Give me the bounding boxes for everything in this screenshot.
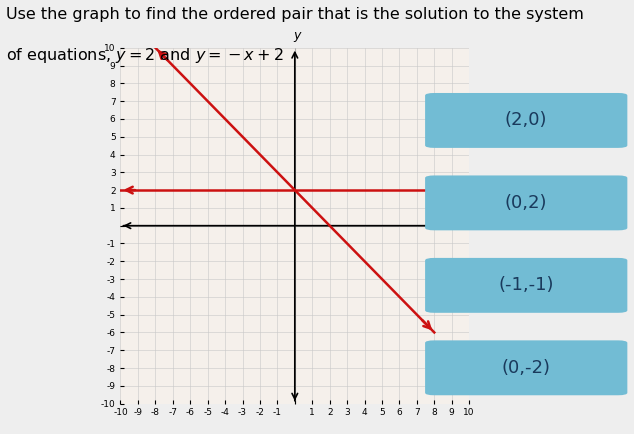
Text: y: y (294, 30, 301, 43)
FancyBboxPatch shape (425, 93, 628, 148)
Text: (2,0): (2,0) (505, 112, 548, 129)
Text: (0,-2): (0,-2) (501, 359, 551, 377)
Text: (-1,-1): (-1,-1) (498, 276, 554, 294)
Text: of equations, $y = 2$ and $y = -x+2$: of equations, $y = 2$ and $y = -x+2$ (6, 46, 284, 65)
Text: (0,2): (0,2) (505, 194, 548, 212)
Text: X: X (476, 220, 485, 233)
FancyBboxPatch shape (425, 258, 628, 313)
Text: Use the graph to find the ordered pair that is the solution to the system: Use the graph to find the ordered pair t… (6, 7, 584, 22)
FancyBboxPatch shape (425, 340, 628, 395)
FancyBboxPatch shape (425, 175, 628, 230)
